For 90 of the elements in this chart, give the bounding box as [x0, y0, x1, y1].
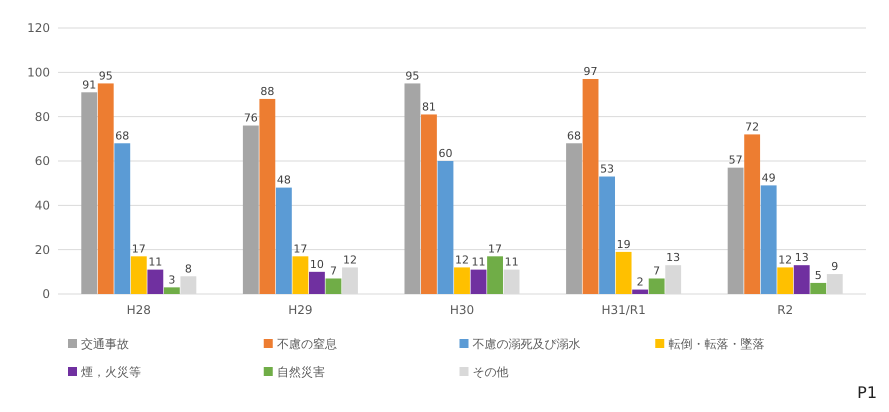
- data-label: 81: [422, 100, 436, 114]
- bar: [760, 185, 777, 294]
- bar: [566, 143, 582, 294]
- bar: [276, 188, 292, 294]
- bar: [438, 161, 454, 294]
- bar: [259, 98, 276, 294]
- bar: [504, 270, 520, 294]
- bar: [147, 270, 164, 294]
- data-label: 13: [666, 251, 680, 264]
- x-tick-label: R2: [777, 303, 794, 317]
- bar: [728, 168, 744, 294]
- data-label: 10: [310, 258, 324, 271]
- data-label: 19: [616, 238, 631, 251]
- y-tick-label: 0: [42, 287, 50, 302]
- data-label: 57: [728, 154, 743, 167]
- data-label: 97: [584, 64, 598, 78]
- x-tick-label: H31/R1: [601, 303, 646, 317]
- bar: [454, 267, 470, 294]
- bar: [777, 267, 794, 294]
- bar: [794, 265, 810, 294]
- data-label: 11: [148, 256, 162, 269]
- bar: [404, 83, 420, 294]
- bar: [98, 83, 114, 294]
- bar: [180, 276, 196, 294]
- data-label: 17: [488, 242, 502, 256]
- data-label: 68: [567, 129, 582, 142]
- data-label: 9: [831, 260, 838, 274]
- data-label: 3: [168, 273, 176, 286]
- data-label: 8: [184, 262, 192, 276]
- legend-label: 自然災害: [276, 365, 325, 380]
- bar: [744, 134, 760, 294]
- bar: [114, 143, 130, 294]
- data-label: 53: [600, 162, 614, 176]
- text: P1: [857, 383, 877, 402]
- data-label: 12: [778, 253, 792, 266]
- bar: [632, 290, 648, 294]
- data-label: 11: [504, 256, 519, 269]
- legend-label: 不慮の溺死及び溺水: [472, 337, 580, 352]
- data-label: 7: [653, 264, 660, 278]
- data-label: 60: [438, 147, 452, 160]
- data-label: 68: [115, 129, 130, 142]
- y-tick-label: 100: [27, 66, 50, 80]
- data-label: 13: [794, 251, 809, 264]
- data-label: 17: [132, 242, 146, 256]
- bar: [599, 176, 616, 294]
- legend-label: 不慮の窒息: [276, 337, 337, 352]
- legend-label: 煙，火災等: [81, 365, 141, 380]
- bar: [616, 252, 632, 294]
- x-tick-label: H29: [288, 303, 313, 317]
- bar: [342, 267, 358, 294]
- data-label: 76: [244, 112, 258, 125]
- bar: [326, 278, 342, 294]
- data-label: 48: [276, 174, 291, 187]
- bar: [308, 272, 325, 294]
- bar: [164, 287, 180, 294]
- legend-label: 交通事故: [81, 337, 129, 352]
- legend-label: 転倒・転落・墜落: [668, 337, 764, 352]
- bar: [242, 126, 259, 294]
- data-label: 17: [293, 242, 308, 256]
- data-label: 2: [636, 276, 644, 289]
- data-label: 95: [98, 69, 113, 82]
- bar: [81, 92, 98, 294]
- data-label: 7: [330, 264, 337, 278]
- bar: [421, 114, 437, 294]
- data-label: 12: [342, 253, 357, 266]
- data-label: 72: [745, 120, 760, 134]
- x-tick-label: H28: [126, 303, 151, 317]
- data-label: 49: [762, 171, 776, 184]
- bar: [470, 270, 486, 294]
- data-label: 88: [260, 84, 274, 98]
- bar: [130, 256, 147, 294]
- y-tick-label: 40: [34, 198, 50, 213]
- data-label: 5: [814, 268, 822, 282]
- data-label: 95: [405, 69, 420, 82]
- data-label: 91: [82, 78, 96, 92]
- y-tick-label: 60: [34, 154, 50, 168]
- bar: [487, 256, 503, 294]
- bar: [810, 282, 826, 294]
- y-tick-label: 80: [34, 110, 50, 124]
- data-label: 12: [455, 253, 469, 266]
- bar: [582, 78, 598, 294]
- bar: [826, 274, 843, 294]
- data-label: 11: [472, 256, 486, 269]
- bar: [292, 256, 308, 294]
- y-tick-label: 20: [34, 242, 50, 257]
- bar: [665, 265, 682, 294]
- legend-label: その他: [472, 365, 508, 380]
- bar: [648, 278, 665, 294]
- y-tick-label: 120: [27, 21, 50, 36]
- x-tick-label: H30: [450, 303, 474, 317]
